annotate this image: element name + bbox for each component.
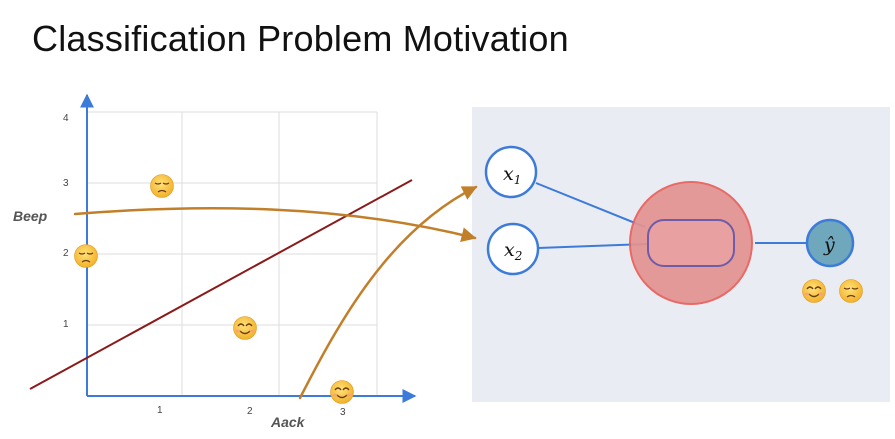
svg-text:x2: x2 [504,239,522,263]
sad-face-icon [839,279,863,303]
y-tick-3: 3 [63,178,69,189]
activation-box [647,219,735,267]
smiling-face-icon [802,279,826,303]
plot-grid [87,111,378,396]
smiling-face-icon [233,316,257,340]
x-tick-2: 2 [247,406,253,417]
input-node-x1: x1 [484,145,538,199]
y-tick-1: 1 [63,319,69,330]
smiling-face-icon [330,380,354,404]
x-tick-3: 3 [340,407,346,418]
aack-to-x1-arrow [298,185,478,400]
svg-text:x1: x1 [503,163,521,187]
x2-subscript: 2 [514,249,523,263]
x2-var: x [504,239,515,261]
x-tick-1: 1 [157,405,163,416]
output-node: ŷ [805,218,855,268]
output-label: ŷ [823,234,835,256]
y-axis-label: Beep [13,208,48,224]
slide-title: Classification Problem Motivation [32,18,569,59]
edge-x1-hidden [535,182,646,228]
x1-var: x [503,163,514,185]
x-axis-label: Aack [270,414,306,430]
x1-subscript: 1 [514,173,522,187]
sad-face-icon [150,174,174,198]
y-tick-2: 2 [63,248,69,259]
y-tick-4: 4 [63,113,69,124]
beep-to-x2-arrow [73,206,477,242]
sad-face-icon [74,244,98,268]
input-node-x2: x2 [486,222,540,276]
